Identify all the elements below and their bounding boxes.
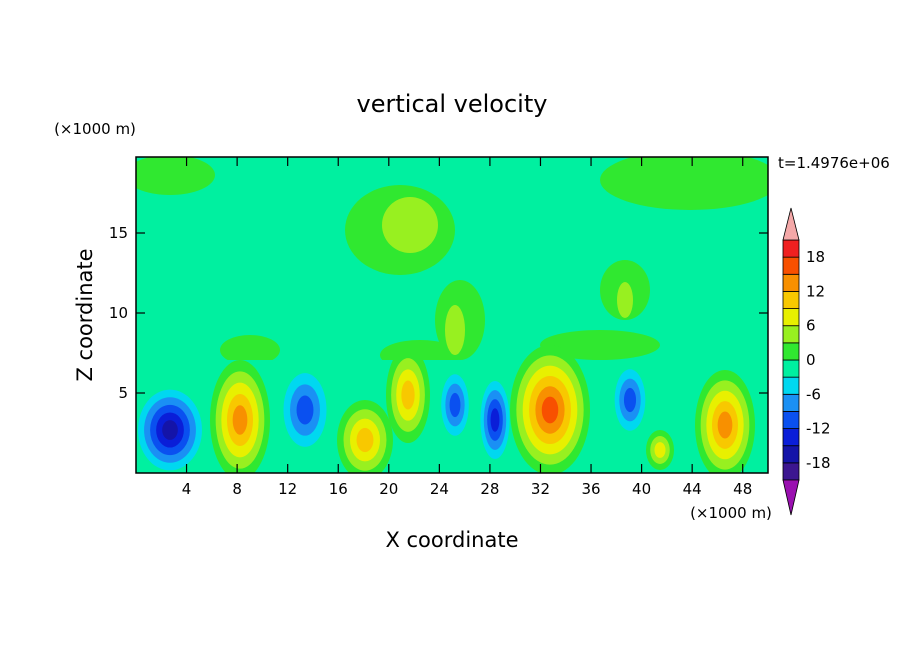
field-contour <box>490 408 500 432</box>
plot-frame <box>135 156 769 474</box>
colorbar-tick-label: 18 <box>806 248 825 266</box>
colorbar-box <box>782 256 800 275</box>
x-axis-label: X coordinate <box>385 528 518 552</box>
colorbar-box <box>782 342 800 361</box>
field-contour <box>449 392 461 418</box>
field-patch <box>617 282 633 318</box>
colorbar-over <box>782 207 800 241</box>
colorbar-box <box>782 445 800 464</box>
colorbar-box <box>782 239 800 258</box>
colorbar-tick-label: -18 <box>806 454 831 472</box>
x-tick-label: 20 <box>379 480 398 498</box>
colorbar-tick-label: 6 <box>806 317 816 335</box>
field-contour <box>296 395 314 425</box>
colorbar-tick-label: -6 <box>806 385 821 403</box>
field-contour <box>717 411 733 439</box>
y-tick-label: 5 <box>118 384 128 402</box>
field-patch <box>382 197 438 253</box>
field-contour <box>654 442 666 458</box>
contour-field <box>136 157 768 473</box>
x-tick-label: 16 <box>329 480 348 498</box>
field-contour <box>401 380 415 410</box>
x-tick-label: 24 <box>430 480 449 498</box>
x-tick-label: 36 <box>581 480 600 498</box>
colorbar-box <box>782 291 800 309</box>
field-patch <box>540 330 660 360</box>
x-tick-label: 8 <box>232 480 242 498</box>
field-patch <box>445 305 465 355</box>
colorbar-tick-label: 12 <box>806 282 825 300</box>
field-patch <box>600 157 768 210</box>
field-contour <box>232 405 248 435</box>
colorbar-box <box>782 393 800 412</box>
colorbar-box <box>782 411 800 429</box>
y-axis-label: Z coordinate <box>73 248 97 381</box>
field-patch <box>136 157 215 195</box>
colorbar-tick-label: 0 <box>806 351 816 369</box>
colorbar-under <box>782 479 800 516</box>
x-tick-label: 40 <box>632 480 651 498</box>
colorbar-box <box>782 325 800 344</box>
field-patch <box>220 335 280 365</box>
field-contour <box>623 387 637 413</box>
x-tick-label: 48 <box>733 480 752 498</box>
colorbar-box <box>782 428 800 447</box>
colorbar-box <box>782 359 800 378</box>
colorbar-box <box>782 376 800 395</box>
x-tick-label: 32 <box>531 480 550 498</box>
colorbar-box <box>782 462 800 481</box>
x-tick-label: 44 <box>683 480 702 498</box>
y-unit: (×1000 m) <box>54 120 136 138</box>
colorbar-box <box>782 273 800 292</box>
colorbar-box <box>782 308 800 327</box>
field-contour <box>356 427 374 453</box>
field-contour <box>162 420 178 440</box>
time-label: t=1.4976e+06 <box>778 154 890 172</box>
x-tick-label: 4 <box>182 480 192 498</box>
x-tick-label: 28 <box>480 480 499 498</box>
x-unit: (×1000 m) <box>690 504 772 522</box>
field-contour <box>541 396 559 424</box>
colorbar-tick-label: -12 <box>806 420 831 438</box>
y-tick-label: 15 <box>109 224 128 242</box>
x-tick-label: 12 <box>278 480 297 498</box>
chart-title: vertical velocity <box>357 90 548 118</box>
y-tick-label: 10 <box>109 304 128 322</box>
